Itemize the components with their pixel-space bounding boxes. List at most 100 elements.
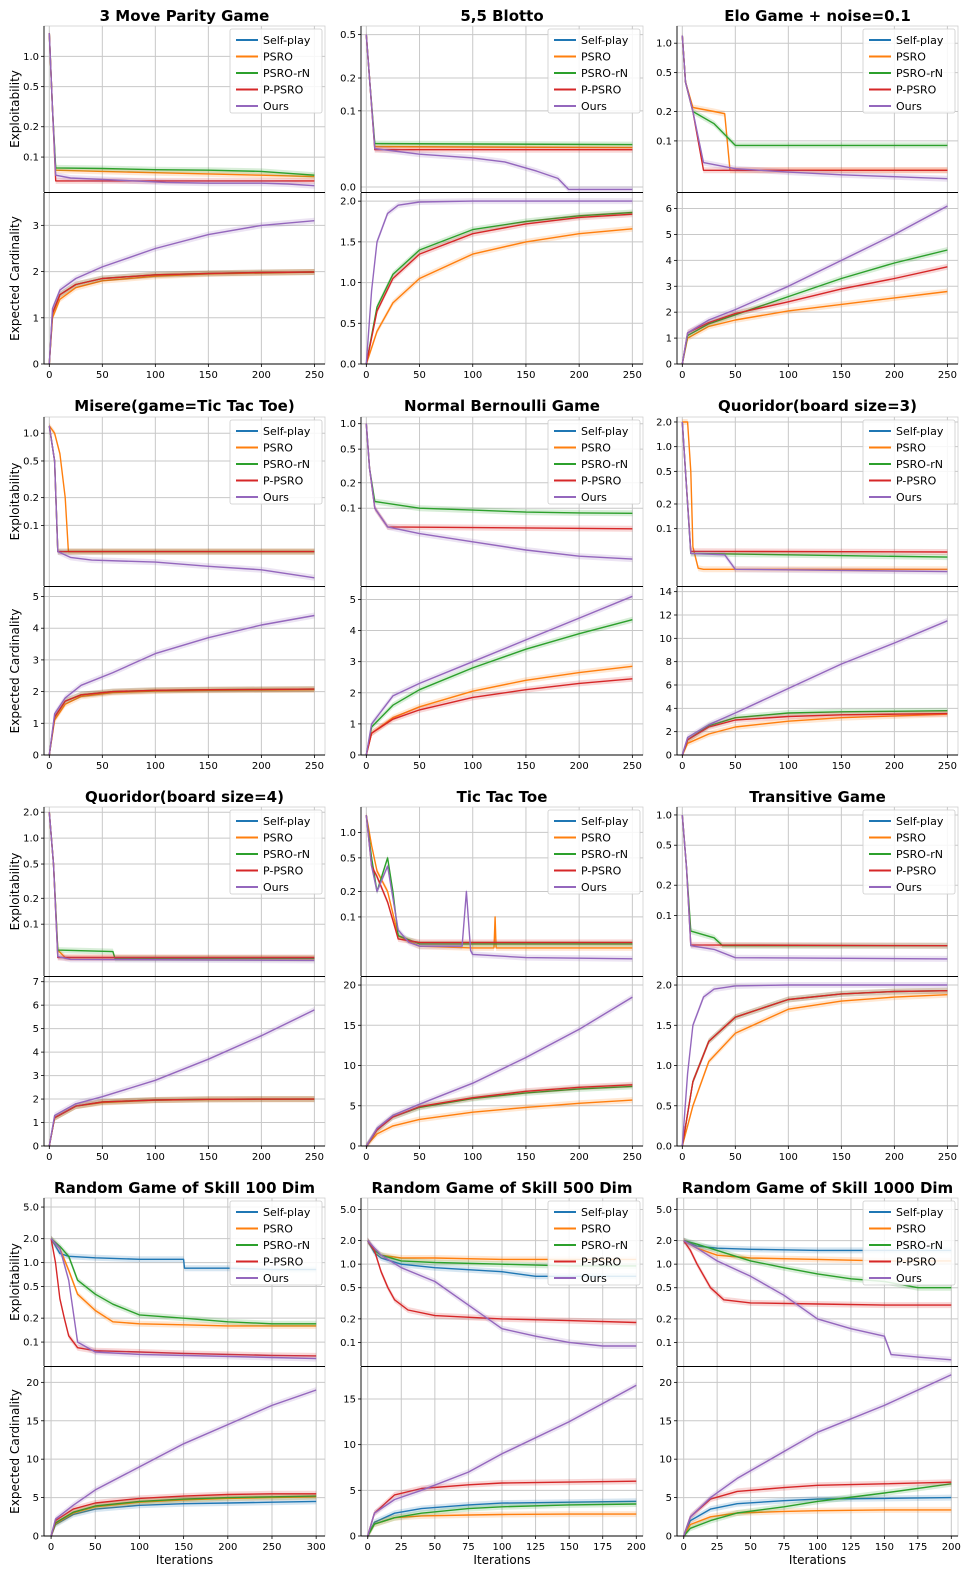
x-tick-label: 150 [174,1542,193,1553]
y-tick-label: 10 [659,1455,672,1466]
series-line-psro [683,1509,952,1537]
y-tick-label: 1.0 [23,834,39,845]
x-tick-label: 250 [938,1152,957,1163]
y-tick-label: 0.5 [656,1283,672,1294]
series-line-p-psro [50,1238,317,1357]
series-band-ours [682,203,948,367]
legend-box [229,419,323,505]
chart-title: 3 Move Parity Game [100,7,270,25]
x-tick-label: 200 [570,761,589,772]
x-axis-label: Iterations [473,1553,530,1567]
legend: Self-play PSRO PSRO-rN P-PSRO Ours [229,809,323,895]
series-band-ours [682,812,948,962]
y-tick-label: 0 [350,1532,356,1543]
y-tick-label: 10 [343,1061,356,1072]
chart-title: Random Game of Skill 1000 Dim [682,1179,953,1197]
y-tick-label: 2 [350,688,356,699]
series-line-p-psro [681,990,948,1147]
series-line-p-psro [48,1098,315,1147]
y-tick-label: 5.0 [340,1205,356,1216]
y-tick-label: 0.1 [656,911,672,922]
series-line-p-psro [365,213,633,365]
x-tick-label: 150 [832,761,851,772]
chart-3-move-parity-game: 3 Move Parity Game 0.1 0.2 0.5 1.0Exploitabi… [8,7,326,381]
y-tick-label: 0.1 [23,521,39,532]
series-line-psro-rn [50,1495,317,1537]
x-tick-label: 250 [305,761,324,772]
y-tick-label: 20 [659,1378,672,1389]
y-tick-label: 0.1 [23,153,39,164]
legend-label-ours: Ours [263,100,289,113]
y-tick-label: 1.0 [23,429,39,440]
y-axis-label: Exploitability [8,853,22,931]
exploitability-panel: 0.1 0.2 0.5 1.0 [656,807,958,976]
series-line-psro-rn [367,1503,637,1537]
legend-label-ours: Ours [581,491,607,504]
x-tick-label: 150 [516,761,535,772]
legend-box [229,1200,323,1286]
y-tick-label: 15 [343,1021,356,1032]
series-line-ours [681,421,948,573]
y-tick-label: 0 [666,751,672,762]
chart-title: Random Game of Skill 100 Dim [54,1179,315,1197]
x-tick-label: 25 [395,1542,408,1553]
x-tick-label: 200 [885,370,904,381]
y-tick-label: 0.1 [23,1338,39,1349]
x-tick-label: 125 [526,1542,545,1553]
series-line-psro-rn [681,249,948,365]
series-line-ours [681,35,948,180]
legend-label-self-play: Self-play [896,815,944,828]
series-line-ours [48,33,315,187]
legend-label-psro: PSRO [896,1223,926,1236]
series-line-self-play [367,1500,637,1537]
x-tick-label: 50 [413,1152,426,1163]
y-tick-label: 0.1 [340,504,356,515]
y-tick-label: 2 [666,308,672,319]
x-tick-label: 100 [779,761,798,772]
legend-label-psro: PSRO [581,51,611,64]
y-tick-label: 1.0 [340,1260,356,1271]
x-tick-label: 200 [885,1152,904,1163]
y-tick-label: 5 [33,1024,39,1035]
x-tick-label: 100 [463,761,482,772]
y-tick-label: 2.0 [340,197,356,208]
chart-random-game-of-skill-100-dim: Random Game of Skill 100 Dim 0.1 0.2 0.5 1.0… [8,1179,326,1567]
series-line-psro-rn [683,1483,952,1537]
series-band-psro-rn [51,1493,317,1539]
x-tick-label: 0 [365,1542,371,1553]
exploitability-panel: 0.1 0.2 0.5 1.0 2.0 5.0 [340,1198,643,1366]
series-band-psro-rn [683,1480,952,1539]
series-line-ours [681,205,948,365]
x-tick-label: 100 [808,1542,827,1553]
x-tick-label: 50 [729,370,742,381]
series-band-psro-rn [366,616,633,758]
x-tick-label: 25 [711,1542,724,1553]
y-tick-label: 0 [350,1142,356,1153]
chart-elo-game-noise-0-1: Elo Game + noise=0.1 0.1 0.2 0.5 1.0 0 1 2 3 4 5 6 0… [656,7,959,381]
y-tick-label: 0.5 [340,853,356,864]
legend-label-self-play: Self-play [581,1206,629,1219]
y-tick-label: 5.0 [656,1205,672,1216]
series-band-ours [683,1371,952,1539]
series-band-self-play [367,1498,637,1539]
x-tick-label: 100 [463,370,482,381]
x-tick-label: 250 [938,761,957,772]
x-tick-label: 50 [96,1152,109,1163]
series-band-psro [682,288,948,367]
y-tick-label: 4 [33,1048,39,1059]
x-tick-label: 300 [307,1542,326,1553]
y-tick-label: 0.5 [23,860,39,871]
y-tick-label: 1.0 [656,810,672,821]
y-tick-label: 3 [33,1071,39,1082]
y-axis-label: Expected Cardinality [8,609,22,734]
x-tick-label: 175 [908,1542,927,1553]
y-tick-label: 7 [33,977,39,988]
legend-label-self-play: Self-play [263,34,311,47]
legend-label-p-psro: P-PSRO [263,84,304,97]
y-tick-label: 2.0 [656,981,672,992]
series-line-ours [365,200,633,365]
series-line-ours [365,423,633,560]
x-tick-label: 250 [623,761,642,772]
legend-label-psro: PSRO [896,51,926,64]
